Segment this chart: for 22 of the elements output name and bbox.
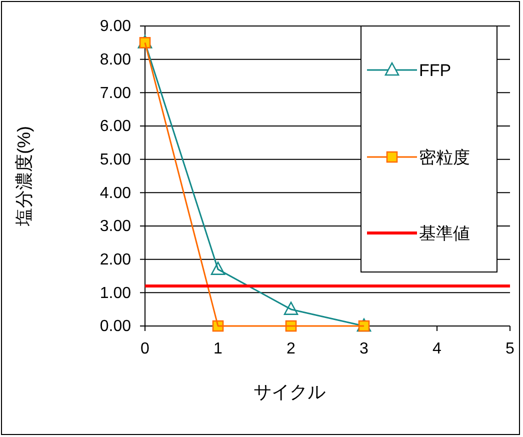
x-tick-label: 4 — [432, 340, 442, 358]
y-tick-label: 1.00 — [100, 284, 132, 302]
x-axis-title: サイクル — [254, 382, 326, 402]
y-tick-label: 5.00 — [100, 151, 132, 168]
x-tick-label: 1 — [214, 340, 223, 358]
y-tick-label: 8.00 — [100, 51, 132, 68]
y-tick-label: 0.00 — [100, 318, 132, 336]
y-tick-label: 2.00 — [100, 251, 132, 268]
legend-label: 密粒度 — [419, 148, 470, 167]
y-tick-label: 4.00 — [100, 184, 132, 202]
x-tick-label: 0 — [140, 340, 150, 358]
x-tick-label: 3 — [360, 340, 369, 358]
x-tick-label: 5 — [506, 340, 515, 358]
y-tick-label: 7.00 — [100, 84, 132, 102]
y-tick-label: 6.00 — [100, 118, 132, 136]
point — [139, 37, 151, 48]
y-axis-title: 塩分濃度(%) — [14, 126, 34, 227]
legend-label: 基準値 — [419, 224, 470, 243]
y-tick-label: 3.00 — [100, 218, 132, 236]
x-tick-label: 2 — [286, 340, 296, 358]
y-tick-label: 9.00 — [100, 18, 132, 36]
legend-label: FFP — [419, 61, 452, 80]
